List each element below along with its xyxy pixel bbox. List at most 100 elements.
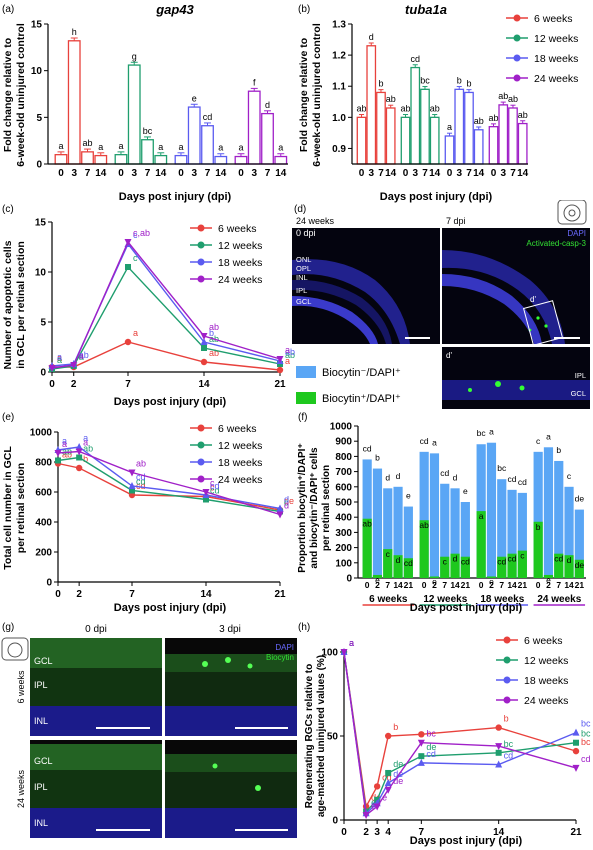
h-x-tick-label: 2 — [363, 827, 369, 838]
f-x-tick-label: 14 — [564, 580, 574, 590]
h-stat-letter: cd — [504, 751, 514, 761]
f-bar-biocytin-neg — [419, 451, 429, 578]
c-x-tick-label: 0 — [49, 379, 55, 390]
h-legend-marker — [503, 636, 511, 644]
a-bar — [261, 112, 274, 165]
f-bar-biocytin-pos — [486, 576, 497, 578]
a-bar — [274, 155, 288, 165]
inset-layer-gcl: GCL — [571, 389, 586, 398]
a-stat-letter: a — [218, 143, 223, 153]
f-bar-biocytin-pos — [429, 576, 440, 578]
b-x-tick-label: 0 — [403, 168, 409, 179]
h-y-tick-label: 0 — [332, 816, 338, 827]
a-stat-letter: a — [238, 143, 243, 153]
h-point — [384, 786, 392, 794]
b-x-tick-label: 0 — [491, 168, 497, 179]
g-layer-ipl-2: IPL — [34, 782, 48, 792]
a-x-tick-label: 7 — [85, 168, 91, 179]
f-stat-letter-pos: a — [479, 511, 484, 521]
e-stat-letter: d — [284, 501, 289, 511]
a-x-tick-label: 14 — [95, 168, 107, 179]
e-point — [54, 450, 62, 457]
c-point — [276, 366, 284, 374]
layer-inl: INL — [296, 273, 308, 282]
a-bar — [94, 154, 108, 165]
e-point — [128, 469, 136, 477]
c-y-tick-label: 10 — [35, 268, 47, 279]
f-bar-biocytin-pos — [543, 574, 554, 578]
panel-h-ylabel-1: Regenerating RGCs relative to — [304, 664, 315, 808]
h-point — [384, 732, 392, 740]
h-stat-letter: bc — [426, 729, 436, 739]
b-bar — [488, 126, 499, 165]
b-bar — [498, 104, 509, 165]
f-y-tick-label: 800 — [335, 452, 352, 463]
h-stat-letter: a — [349, 638, 354, 648]
panel-b-tuba1a-chart: (b) tuba1a Fold change relative to 6-wee… — [298, 2, 578, 203]
h-legend-marker — [503, 676, 511, 684]
a-y-tick-label: 5 — [36, 113, 42, 124]
panel-c-ylabel-1: Number of apoptotic cells — [2, 240, 14, 369]
f-stat-letter-pos: d — [396, 555, 401, 565]
f-stat-letter-neg: d — [385, 472, 390, 482]
b-stat-letter: b — [378, 79, 383, 89]
h-point — [384, 779, 392, 787]
e-y-tick-label: 800 — [35, 458, 52, 469]
f-x-tick-label: 14 — [393, 580, 403, 590]
e-legend-marker — [197, 475, 205, 483]
f-bar-biocytin-neg — [507, 489, 517, 578]
ab-legend-marker — [513, 54, 521, 62]
f-x-tick-label: 7 — [442, 580, 447, 590]
f-stat-letter-neg: de — [575, 494, 585, 504]
b-x-tick-label: 7 — [510, 168, 516, 179]
panel-h-plot-area: 050100023471421adecdbbbcaededebcbcaedecd… — [321, 638, 591, 838]
c-point — [48, 365, 56, 372]
h-stat-letter: de — [393, 769, 403, 779]
f-x-tick-label: 14 — [507, 580, 517, 590]
h-legend-label: 6 weeks — [524, 635, 563, 647]
h-point — [572, 747, 580, 755]
h-stat-letter: bc — [581, 729, 591, 739]
a-stat-letter: bc — [143, 126, 153, 136]
inset-layer-ipl: IPL — [575, 371, 586, 380]
panel-f-label: (f) — [298, 412, 307, 423]
h-point — [572, 764, 580, 772]
panel-b-plot-area: 0.91.01.11.21.3ab0d3b7ab14ab0cd3bc7ab14a… — [332, 20, 529, 180]
layer-gcl: GCL — [296, 297, 311, 306]
e-stat-letter: cd — [136, 472, 146, 482]
ab-legend-marker — [513, 34, 521, 42]
h-point — [495, 743, 503, 751]
f-x-tick-label: 0 — [479, 580, 484, 590]
h-y-tick-label: 100 — [321, 648, 338, 659]
a-bar — [54, 154, 68, 165]
f-stat-letter-pos: cd — [554, 554, 563, 564]
b-stat-letter: a — [447, 122, 452, 132]
f-x-tick-label: 2 — [432, 580, 437, 590]
h-point — [418, 731, 425, 738]
a-bar — [214, 155, 228, 165]
a-stat-letter: e — [192, 93, 197, 103]
h-point — [417, 739, 425, 747]
b-stat-letter: d — [369, 32, 374, 42]
h-point — [340, 649, 348, 656]
a-x-tick-label: 0 — [118, 168, 124, 179]
a-bar — [174, 154, 188, 165]
b-bar — [444, 135, 455, 165]
a-stat-letter: h — [72, 27, 77, 37]
g-layer-inl-1: INL — [34, 716, 48, 726]
a-x-tick-label: 7 — [205, 168, 211, 179]
e-stat-letter: ab — [62, 447, 72, 457]
e-x-tick-label: 2 — [76, 589, 82, 600]
a-x-tick-label: 0 — [178, 168, 184, 179]
panel-c-xlabel: Days post injury (dpi) — [114, 396, 227, 408]
h-stat-letter: a — [349, 638, 354, 648]
f-bar-biocytin-neg — [497, 479, 507, 578]
layer-ipl: IPL — [296, 286, 307, 295]
g-layer-gcl-2: GCL — [34, 756, 53, 766]
a-x-tick-label: 0 — [58, 168, 64, 179]
c-legend-label: 24 weeks — [218, 274, 262, 286]
h-x-tick-label: 0 — [341, 827, 347, 838]
a-bar — [187, 106, 201, 165]
panel-h-legend: 6 weeks 12 weeks 18 weeks 24 weeks — [496, 635, 568, 707]
